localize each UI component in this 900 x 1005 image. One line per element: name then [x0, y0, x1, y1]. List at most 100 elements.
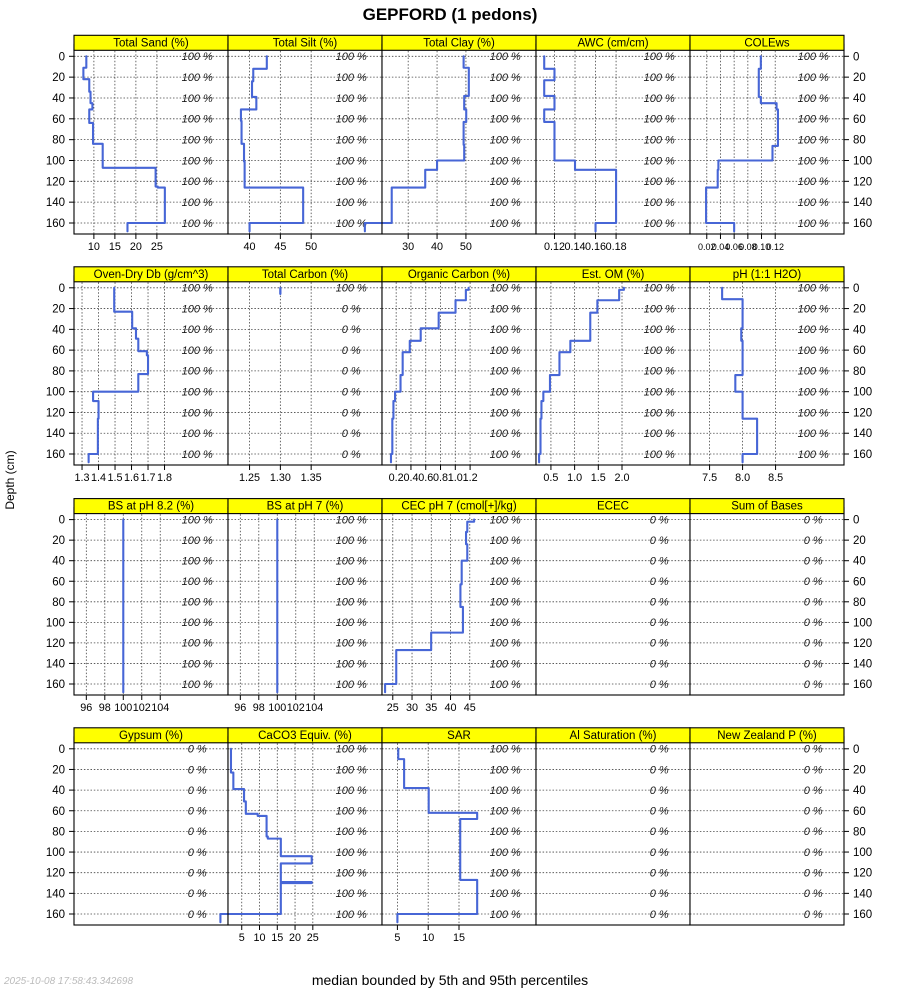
svg-text:100 %: 100 %: [644, 324, 675, 336]
svg-text:100 %: 100 %: [182, 514, 213, 526]
svg-text:0 %: 0 %: [342, 345, 361, 357]
svg-text:0 %: 0 %: [804, 764, 823, 776]
svg-text:0 %: 0 %: [650, 658, 669, 670]
svg-text:100 %: 100 %: [336, 597, 367, 609]
svg-text:100 %: 100 %: [336, 576, 367, 588]
svg-text:50: 50: [460, 241, 472, 253]
svg-text:100 %: 100 %: [490, 679, 521, 691]
svg-text:100 %: 100 %: [644, 51, 675, 63]
svg-text:20: 20: [289, 932, 301, 944]
svg-text:20: 20: [853, 304, 866, 316]
svg-text:0 %: 0 %: [650, 638, 669, 650]
svg-text:100 %: 100 %: [490, 888, 521, 900]
svg-text:100 %: 100 %: [490, 93, 521, 105]
svg-text:0 %: 0 %: [804, 847, 823, 859]
svg-text:100 %: 100 %: [182, 386, 213, 398]
svg-text:100 %: 100 %: [336, 197, 367, 209]
svg-text:25: 25: [307, 932, 319, 944]
svg-text:100 %: 100 %: [644, 114, 675, 126]
svg-text:100 %: 100 %: [182, 366, 213, 378]
svg-text:20: 20: [52, 764, 65, 776]
svg-text:140: 140: [853, 658, 872, 670]
svg-text:140: 140: [46, 428, 65, 440]
svg-text:100 %: 100 %: [798, 93, 829, 105]
svg-text:0 %: 0 %: [188, 868, 207, 880]
svg-text:100 %: 100 %: [336, 868, 367, 880]
svg-text:0.18: 0.18: [606, 241, 627, 253]
svg-text:0 %: 0 %: [188, 826, 207, 838]
svg-text:20: 20: [52, 535, 65, 547]
svg-text:80: 80: [853, 597, 866, 609]
svg-text:0 %: 0 %: [188, 764, 207, 776]
svg-text:0 %: 0 %: [650, 535, 669, 547]
svg-text:60: 60: [853, 114, 866, 126]
svg-text:0 %: 0 %: [804, 617, 823, 629]
svg-text:120: 120: [46, 638, 65, 650]
svg-text:160: 160: [853, 679, 872, 691]
svg-text:5: 5: [239, 932, 245, 944]
svg-text:100 %: 100 %: [182, 345, 213, 357]
svg-text:0 %: 0 %: [342, 428, 361, 440]
svg-text:100 %: 100 %: [644, 345, 675, 357]
svg-text:80: 80: [52, 135, 65, 147]
svg-text:100 %: 100 %: [182, 134, 213, 146]
svg-text:0.8: 0.8: [433, 472, 448, 484]
svg-text:160: 160: [46, 218, 65, 230]
svg-text:100 %: 100 %: [798, 51, 829, 63]
svg-text:100 %: 100 %: [490, 407, 521, 419]
svg-text:40: 40: [431, 241, 443, 253]
svg-text:100 %: 100 %: [798, 176, 829, 188]
svg-text:100 %: 100 %: [490, 72, 521, 84]
svg-text:Oven-Dry Db (g/cm^3): Oven-Dry Db (g/cm^3): [94, 269, 209, 281]
svg-text:100 %: 100 %: [182, 303, 213, 315]
svg-text:0.12: 0.12: [766, 242, 784, 252]
svg-text:0 %: 0 %: [804, 806, 823, 818]
svg-text:100 %: 100 %: [336, 155, 367, 167]
svg-text:0 %: 0 %: [804, 638, 823, 650]
svg-text:100 %: 100 %: [336, 556, 367, 568]
svg-text:60: 60: [52, 345, 65, 357]
svg-text:100 %: 100 %: [182, 51, 213, 63]
svg-text:100 %: 100 %: [798, 324, 829, 336]
svg-text:100 %: 100 %: [182, 155, 213, 167]
svg-text:0 %: 0 %: [650, 576, 669, 588]
svg-text:0 %: 0 %: [188, 847, 207, 859]
svg-text:100 %: 100 %: [490, 449, 521, 461]
svg-text:100 %: 100 %: [798, 72, 829, 84]
svg-text:100 %: 100 %: [798, 386, 829, 398]
svg-text:0.6: 0.6: [418, 472, 433, 484]
svg-text:160: 160: [46, 679, 65, 691]
svg-text:1.25: 1.25: [239, 472, 260, 484]
svg-text:120: 120: [46, 868, 65, 880]
svg-text:20: 20: [853, 764, 866, 776]
svg-text:20: 20: [853, 535, 866, 547]
svg-text:45: 45: [274, 241, 286, 253]
svg-text:100 %: 100 %: [490, 535, 521, 547]
svg-text:100 %: 100 %: [336, 134, 367, 146]
svg-text:CEC pH 7 (cmol[+]/kg): CEC pH 7 (cmol[+]/kg): [401, 501, 517, 513]
svg-text:140: 140: [853, 888, 872, 900]
svg-text:5: 5: [394, 932, 400, 944]
svg-text:50: 50: [305, 241, 317, 253]
svg-text:1.3: 1.3: [75, 472, 90, 484]
svg-text:120: 120: [853, 868, 872, 880]
svg-text:160: 160: [46, 449, 65, 461]
svg-text:0 %: 0 %: [188, 785, 207, 797]
svg-text:1.8: 1.8: [157, 472, 172, 484]
svg-text:2.0: 2.0: [614, 472, 629, 484]
svg-text:8.0: 8.0: [735, 472, 750, 484]
svg-text:1.6: 1.6: [124, 472, 139, 484]
svg-text:Total Sand (%): Total Sand (%): [113, 37, 189, 49]
svg-text:0 %: 0 %: [650, 679, 669, 691]
svg-text:30: 30: [406, 702, 418, 714]
svg-text:100 %: 100 %: [490, 744, 521, 756]
svg-text:40: 40: [853, 556, 866, 568]
svg-text:1.0: 1.0: [567, 472, 582, 484]
svg-text:140: 140: [46, 658, 65, 670]
svg-text:100: 100: [853, 617, 872, 629]
svg-text:100 %: 100 %: [644, 155, 675, 167]
svg-text:100 %: 100 %: [798, 303, 829, 315]
svg-text:25: 25: [151, 241, 163, 253]
svg-text:0 %: 0 %: [342, 449, 361, 461]
svg-text:100: 100: [46, 847, 65, 859]
